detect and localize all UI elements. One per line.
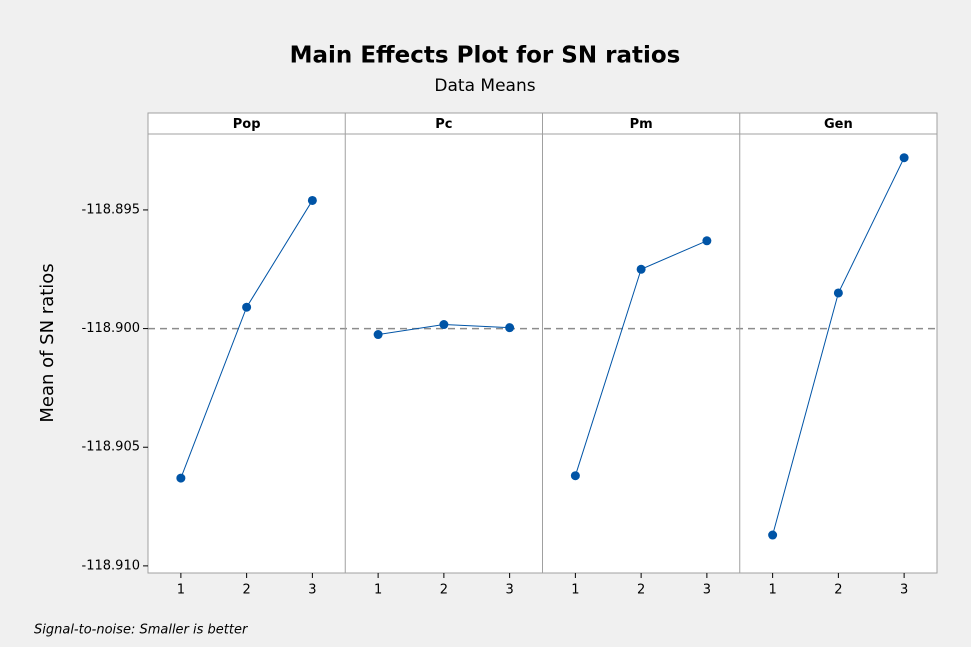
x-tick-label: 3 [703, 583, 711, 598]
x-tick-label: 1 [177, 583, 185, 598]
y-tick-label: -118.910 [82, 558, 140, 573]
x-tick-label: 3 [505, 583, 513, 598]
data-point [833, 288, 843, 298]
data-point [242, 302, 252, 312]
x-tick-label: 2 [440, 583, 448, 598]
data-point [505, 323, 515, 333]
x-tick-label: 1 [571, 583, 579, 598]
panel-label: Pc [435, 117, 452, 132]
data-point [439, 320, 449, 330]
data-point [702, 236, 712, 246]
panel-label: Pm [630, 117, 653, 132]
data-point [570, 471, 580, 481]
x-tick-label: 1 [374, 583, 382, 598]
x-tick-label: 2 [242, 583, 250, 598]
panel-label: Pop [233, 117, 261, 132]
footnote: Signal-to-noise: Smaller is better [34, 623, 249, 638]
data-point [899, 153, 909, 163]
y-tick-label: -118.905 [82, 440, 140, 455]
data-point [373, 330, 383, 340]
chart-subtitle: Data Means [434, 76, 535, 96]
data-point [307, 195, 317, 205]
y-axis-label: Mean of SN ratios [37, 263, 58, 422]
x-tick-label: 3 [308, 583, 316, 598]
data-point [768, 530, 778, 540]
x-tick-label: 1 [768, 583, 776, 598]
data-point [636, 264, 646, 274]
x-tick-label: 2 [637, 583, 645, 598]
chart-title: Main Effects Plot for SN ratios [290, 43, 681, 69]
y-tick-label: -118.895 [82, 202, 140, 217]
x-tick-label: 2 [834, 583, 842, 598]
data-point [176, 473, 186, 483]
y-tick-label: -118.900 [82, 321, 140, 336]
x-tick-label: 3 [900, 583, 908, 598]
panel-label: Gen [824, 117, 853, 132]
